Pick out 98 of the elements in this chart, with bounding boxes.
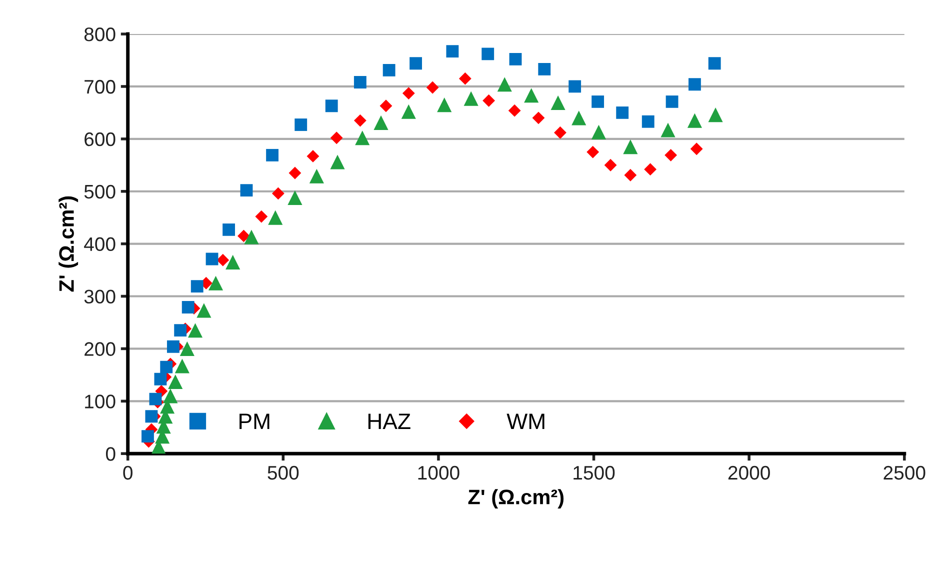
point bbox=[240, 184, 253, 197]
point bbox=[190, 280, 204, 293]
point bbox=[554, 126, 566, 139]
point bbox=[206, 252, 218, 266]
x-tick-label: 500 bbox=[268, 466, 299, 480]
legend-label: PM bbox=[240, 414, 270, 429]
point bbox=[306, 150, 320, 162]
point bbox=[188, 323, 203, 338]
x-tick-label: 1500 bbox=[574, 466, 615, 480]
point bbox=[226, 254, 240, 270]
y-tick-label: 700 bbox=[84, 80, 116, 94]
point bbox=[309, 168, 324, 184]
point bbox=[330, 154, 345, 170]
point bbox=[330, 132, 343, 144]
x-tick-label: 2500 bbox=[884, 466, 926, 480]
point bbox=[180, 341, 194, 356]
point bbox=[168, 374, 183, 390]
y-tick-label: 400 bbox=[84, 237, 116, 252]
y-tick-label: 100 bbox=[85, 394, 116, 408]
point bbox=[604, 158, 617, 172]
point bbox=[163, 388, 178, 404]
point bbox=[288, 190, 302, 205]
y-tick-label: 600 bbox=[84, 132, 116, 146]
point bbox=[160, 360, 173, 374]
point bbox=[497, 77, 512, 92]
y-tick-label: 200 bbox=[84, 342, 116, 356]
point bbox=[464, 91, 478, 106]
point bbox=[410, 57, 422, 70]
point bbox=[446, 45, 459, 58]
point bbox=[174, 358, 190, 374]
point bbox=[482, 94, 495, 107]
point bbox=[624, 168, 637, 182]
point bbox=[145, 410, 158, 423]
point bbox=[666, 95, 678, 108]
point bbox=[268, 210, 283, 225]
point bbox=[687, 113, 702, 128]
point bbox=[482, 48, 494, 60]
y-tick-label: 500 bbox=[84, 184, 116, 199]
point bbox=[550, 95, 566, 110]
point bbox=[354, 76, 366, 88]
point bbox=[458, 72, 472, 85]
point bbox=[524, 88, 539, 103]
point bbox=[437, 98, 452, 112]
point bbox=[380, 100, 392, 112]
point bbox=[354, 114, 366, 127]
y-tick-label: 0 bbox=[106, 447, 116, 461]
x-tick-label: 0 bbox=[123, 466, 132, 480]
point bbox=[294, 118, 308, 131]
point bbox=[325, 100, 338, 112]
point bbox=[272, 187, 284, 200]
point bbox=[402, 87, 415, 100]
x-tick-label: 1000 bbox=[418, 466, 460, 480]
point bbox=[208, 276, 224, 290]
point bbox=[382, 64, 396, 76]
point bbox=[288, 166, 302, 180]
x-axis-title: Z' (Ω.cm²) bbox=[468, 489, 564, 509]
point bbox=[532, 112, 545, 124]
y-tick-label: 800 bbox=[84, 27, 116, 42]
point bbox=[591, 124, 606, 140]
point bbox=[216, 254, 230, 266]
point bbox=[592, 95, 604, 108]
point bbox=[644, 163, 657, 176]
point bbox=[642, 115, 654, 128]
x-tick-label: 2000 bbox=[728, 466, 770, 480]
point bbox=[149, 392, 162, 406]
point bbox=[222, 223, 236, 236]
point bbox=[708, 108, 723, 122]
point bbox=[660, 122, 676, 138]
point bbox=[174, 324, 187, 337]
point bbox=[426, 81, 439, 94]
point bbox=[154, 372, 167, 386]
point bbox=[616, 106, 629, 119]
point bbox=[374, 115, 388, 130]
point bbox=[142, 430, 154, 443]
point bbox=[586, 146, 600, 158]
point bbox=[255, 210, 268, 223]
point bbox=[508, 104, 521, 117]
point bbox=[266, 148, 278, 162]
point bbox=[509, 52, 522, 66]
point bbox=[664, 148, 678, 162]
point bbox=[237, 230, 250, 242]
point bbox=[690, 142, 703, 156]
point bbox=[623, 140, 638, 154]
y-tick-label: 300 bbox=[84, 290, 116, 304]
point bbox=[355, 130, 370, 146]
point bbox=[568, 80, 582, 93]
point bbox=[196, 303, 212, 318]
point bbox=[688, 78, 701, 91]
y-axis-title: Z' (Ω.cm²) bbox=[58, 196, 78, 292]
legend-label: HAZ bbox=[368, 414, 410, 429]
point bbox=[538, 62, 551, 76]
point bbox=[244, 230, 259, 244]
point bbox=[708, 57, 721, 70]
point bbox=[182, 301, 194, 314]
legend-label: WM bbox=[506, 414, 544, 429]
point bbox=[166, 340, 180, 353]
point bbox=[401, 104, 416, 119]
point bbox=[572, 110, 586, 126]
